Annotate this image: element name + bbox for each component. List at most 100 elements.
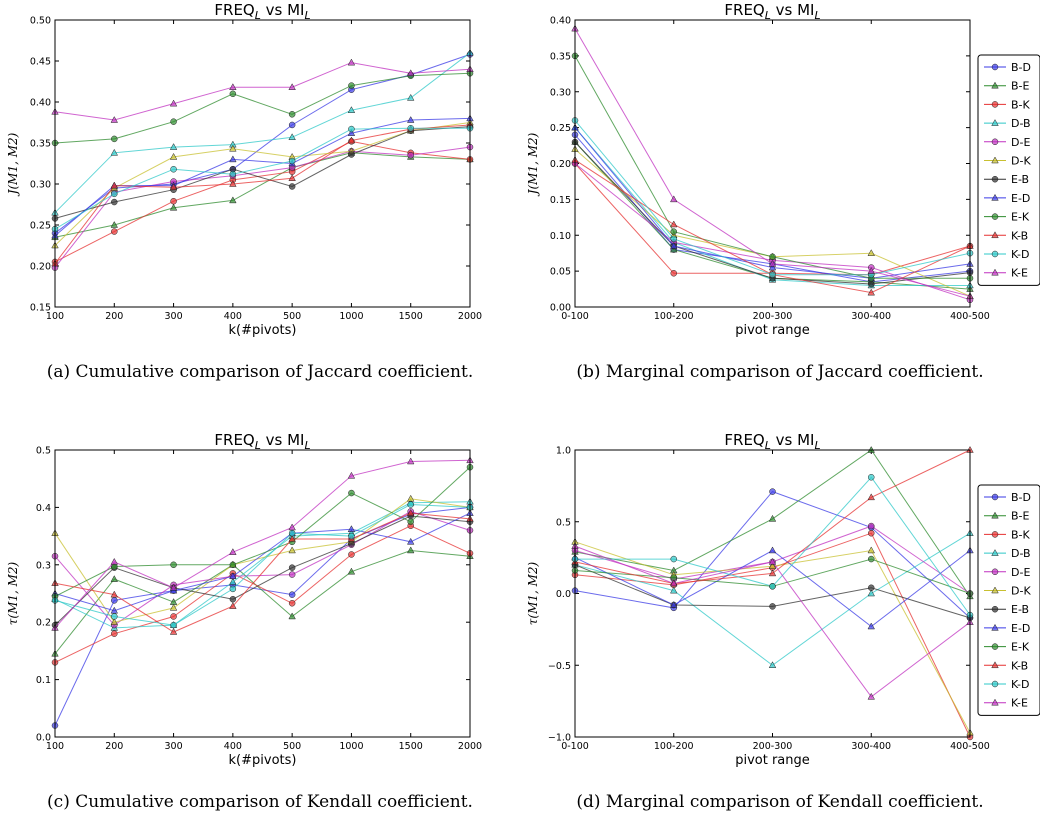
chart-title: FREQL vs MIL <box>214 431 310 452</box>
data-point-B-D <box>111 597 118 604</box>
x-tick-label: 400-500 <box>950 311 990 322</box>
data-point-K-B <box>169 183 178 191</box>
data-point-K-D <box>670 555 677 563</box>
data-point-K-D <box>170 165 177 173</box>
data-point-E-D <box>347 129 356 136</box>
y-tick-label: 0.20 <box>550 159 571 170</box>
legend-marker <box>991 193 999 201</box>
legend-label: E-K <box>1011 211 1030 224</box>
data-point-K-D <box>868 474 875 481</box>
data-point-E-K <box>229 561 237 569</box>
x-tick-label: 500 <box>283 311 301 322</box>
caption-b: (b) Marginal comparison of Jaccard coeff… <box>576 362 984 382</box>
y-tick-label: 0.20 <box>30 262 51 273</box>
data-point-B-K <box>868 529 875 537</box>
legend-label: D-K <box>1011 155 1031 168</box>
legend-label: E-D <box>1011 622 1030 635</box>
chart-c: FREQL vs MIL 0.0 0.1 0.2 0.3 0.4 0.5 100 200 300 4… <box>6 431 482 768</box>
x-tick-label: 1500 <box>399 741 423 752</box>
legend-marker <box>991 698 999 706</box>
data-point-D-K <box>110 618 119 625</box>
legend-marker <box>991 156 999 164</box>
plot-frame <box>574 19 971 308</box>
x-tick-label: 0-100 <box>561 741 589 752</box>
data-point-D-B <box>347 106 356 113</box>
data-point-D-K <box>867 546 875 554</box>
data-point-K-D <box>111 190 118 198</box>
x-axis-label: pivot range <box>735 323 810 338</box>
y-tick-label: 0.25 <box>550 123 571 134</box>
y-tick-label: 0.0 <box>556 589 571 600</box>
data-point-E-K <box>288 111 296 118</box>
data-point-B-E <box>229 196 237 204</box>
data-point-K-B <box>670 220 678 228</box>
data-point-B-K <box>348 551 355 558</box>
data-point-K-D <box>229 585 237 593</box>
legend: B-D B-E B-K D-B D-E D-K E-B E-D E-K K-B K-D K-E <box>977 484 1040 716</box>
legend-label: K-D <box>1011 248 1030 261</box>
plot-frame <box>54 19 471 308</box>
data-point-K-D <box>407 501 414 508</box>
data-point-K-B <box>169 627 178 635</box>
y-tick-label: 0.4 <box>36 503 51 514</box>
data-point-K-B <box>110 590 119 598</box>
data-point-E-B <box>769 603 776 610</box>
data-point-K-E <box>670 195 678 203</box>
x-axis-label: k(#pivots) <box>229 753 297 768</box>
legend-label: D-B <box>1011 117 1031 130</box>
caption-c: (c) Cumulative comparison of Kendall coe… <box>47 792 473 812</box>
legend-label: E-D <box>1011 192 1030 205</box>
plot-frame <box>54 449 471 738</box>
x-axis-label: k(#pivots) <box>229 323 297 338</box>
caption-d: (d) Marginal comparison of Kendall coeff… <box>576 792 984 812</box>
data-point-D-E <box>868 522 875 530</box>
data-point-E-K <box>348 82 355 89</box>
x-tick-label: 1000 <box>339 311 363 322</box>
legend-marker <box>991 175 999 183</box>
data-point-K-D <box>769 583 776 590</box>
data-point-E-B <box>288 564 296 571</box>
data-point-E-K <box>868 555 875 563</box>
legend-marker <box>991 119 999 126</box>
data-point-K-D <box>229 170 237 178</box>
data-point-K-B <box>347 136 356 144</box>
y-axis-label: τ(M1, M2) <box>6 561 20 625</box>
y-tick-label: 0.05 <box>550 267 571 278</box>
legend-box <box>977 54 1040 286</box>
legend-marker <box>991 511 999 519</box>
data-point-K-E <box>347 58 356 66</box>
data-point-K-D <box>769 271 776 278</box>
data-point-E-D <box>670 241 678 249</box>
y-axis-label: J(M1, M2) <box>6 132 20 197</box>
data-point-K-E <box>169 583 178 591</box>
x-tick-label: 300 <box>165 311 183 322</box>
legend-label: E-B <box>1011 173 1029 186</box>
series-line-K-E <box>54 459 471 629</box>
chart-b: FREQL vs MIL 0.00 0.05 0.10 0.15 0.20 0.25 0.30… <box>526 1 1040 338</box>
x-tick-label: 400 <box>224 741 242 752</box>
data-point-K-D <box>111 613 118 620</box>
data-point-D-B <box>169 143 178 150</box>
data-point-B-E <box>110 220 119 228</box>
data-point-D-E <box>407 152 414 159</box>
data-point-K-E <box>229 548 237 555</box>
data-point-E-D <box>406 116 415 123</box>
series-line-K-D <box>574 120 971 276</box>
x-tick-label: 200 <box>105 311 123 322</box>
series-line-K-D <box>575 476 971 616</box>
data-point-E-D <box>768 263 777 271</box>
series-line-D-B <box>54 52 471 214</box>
series-line-B-D <box>54 53 471 234</box>
y-tick-label: 0.2 <box>36 618 51 629</box>
legend-marker <box>991 493 999 501</box>
data-point-E-D <box>229 155 237 163</box>
data-point-B-K <box>288 600 296 607</box>
y-tick-label: 0.3 <box>36 560 51 571</box>
legend-label: B-K <box>1011 528 1031 541</box>
data-point-E-D <box>670 600 678 608</box>
data-point-K-D <box>288 529 296 537</box>
data-point-D-B <box>110 148 119 156</box>
x-tick-label: 100-200 <box>654 741 694 752</box>
data-point-K-E <box>347 471 356 479</box>
series-line-E-D <box>54 512 471 612</box>
